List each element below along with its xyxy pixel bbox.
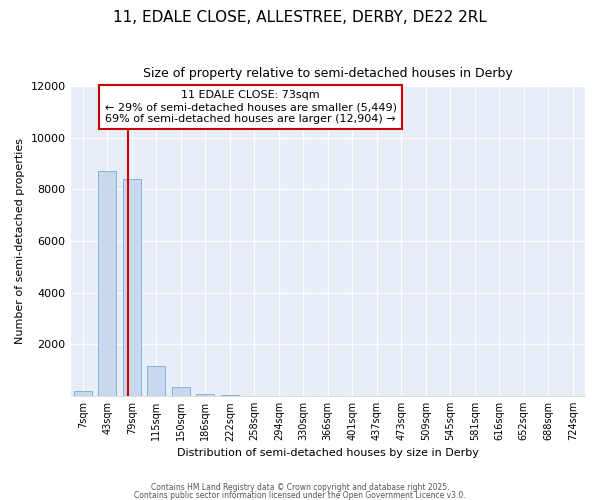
Title: Size of property relative to semi-detached houses in Derby: Size of property relative to semi-detach… [143,68,512,80]
Text: 11, EDALE CLOSE, ALLESTREE, DERBY, DE22 2RL: 11, EDALE CLOSE, ALLESTREE, DERBY, DE22 … [113,10,487,25]
Text: 11 EDALE CLOSE: 73sqm
← 29% of semi-detached houses are smaller (5,449)
69% of s: 11 EDALE CLOSE: 73sqm ← 29% of semi-deta… [104,90,397,124]
Text: Contains HM Land Registry data © Crown copyright and database right 2025.: Contains HM Land Registry data © Crown c… [151,484,449,492]
Bar [122,179,141,396]
Text: Contains public sector information licensed under the Open Government Licence v3: Contains public sector information licen… [134,490,466,500]
Bar [147,366,166,396]
X-axis label: Distribution of semi-detached houses by size in Derby: Distribution of semi-detached houses by … [177,448,479,458]
Bar [196,394,214,396]
Bar [172,387,190,396]
Bar [221,394,239,396]
Y-axis label: Number of semi-detached properties: Number of semi-detached properties [15,138,25,344]
Bar [74,391,92,396]
Bar [98,171,116,396]
